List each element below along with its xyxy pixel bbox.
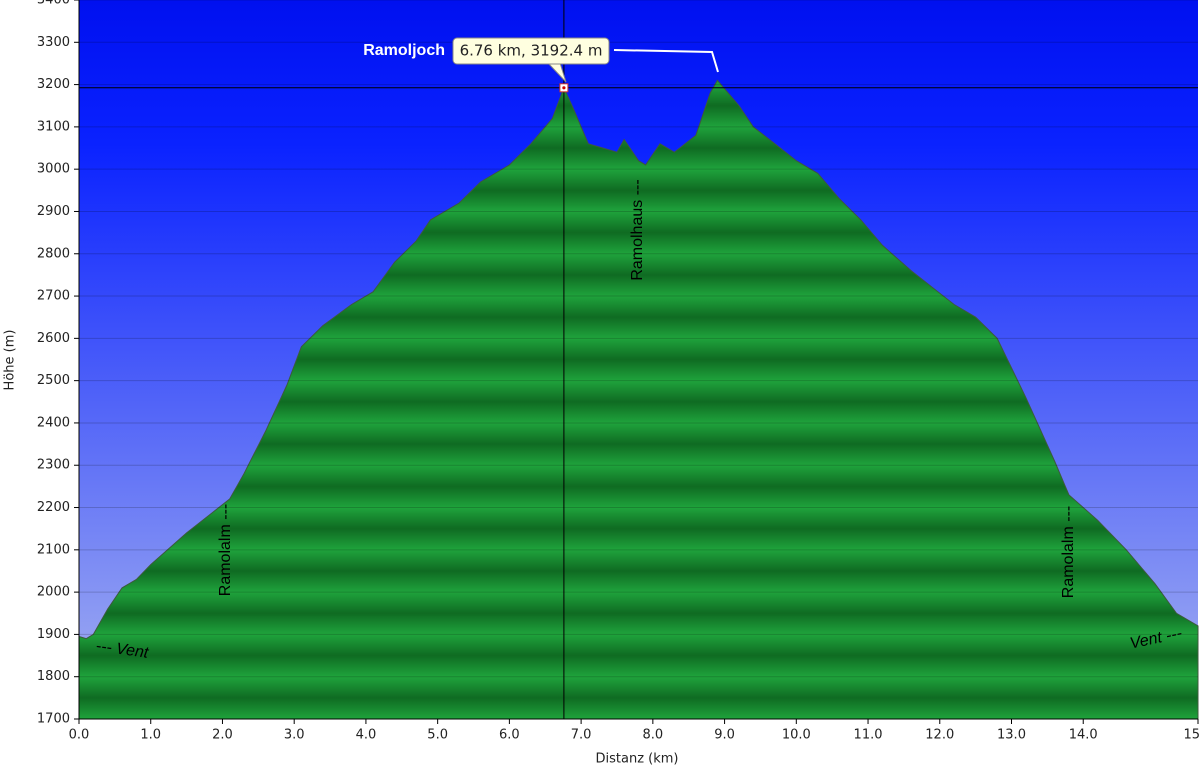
y-tick-label: 3300 <box>37 35 70 50</box>
y-tick-label: 2800 <box>37 246 70 261</box>
y-tick-label: 2500 <box>37 373 70 388</box>
x-tick-label: 14.0 <box>1069 728 1098 743</box>
x-tick-label: 5.0 <box>427 728 448 743</box>
x-axis-label: Distanz (km) <box>596 752 679 767</box>
annotation: Ramolalm --- <box>1060 506 1077 598</box>
y-tick-label: 2100 <box>37 542 70 557</box>
y-tick-label: 3100 <box>37 119 70 134</box>
x-tick-label: 8.0 <box>643 728 664 743</box>
x-tick-label: 9.0 <box>714 728 735 743</box>
x-tick-label: 15.6 <box>1184 728 1200 743</box>
y-tick-label: 2200 <box>37 500 70 515</box>
annotation: Ramolhaus --- <box>629 179 646 280</box>
x-tick-label: 0.0 <box>69 728 90 743</box>
y-tick-label: 3200 <box>37 77 70 92</box>
y-tick-label: 3000 <box>37 162 70 177</box>
y-tick-label: 2900 <box>37 204 70 219</box>
x-tick-label: 4.0 <box>356 728 377 743</box>
cursor-dot <box>562 86 566 90</box>
x-tick-label: 7.0 <box>571 728 592 743</box>
x-tick-label: 11.0 <box>854 728 883 743</box>
y-tick-label: 1900 <box>37 627 70 642</box>
area <box>78 79 1199 720</box>
pointer-line <box>613 49 719 73</box>
x-tick-label: 13.0 <box>997 728 1026 743</box>
y-tick-label: 3400 <box>37 0 70 8</box>
x-tick-label: 2.0 <box>212 728 233 743</box>
y-tick-label: 2400 <box>37 415 70 430</box>
tooltip-text: 6.76 km, 3192.4 m <box>460 42 603 60</box>
y-tick-label: 2600 <box>37 331 70 346</box>
cursor-name: Ramoljoch <box>363 42 445 59</box>
x-tick-label: 1.0 <box>140 728 161 743</box>
x-tick-label: 12.0 <box>925 728 954 743</box>
y-axis-label: Höhe (m) <box>3 330 18 391</box>
annotation: Ramolalm --- <box>217 504 234 596</box>
y-tick-label: 2700 <box>37 289 70 304</box>
y-tick-label: 2000 <box>37 585 70 600</box>
x-tick-label: 6.0 <box>499 728 520 743</box>
y-tick-label: 2300 <box>37 458 70 473</box>
x-tick-label: 10.0 <box>782 728 811 743</box>
y-tick-label: 1700 <box>37 712 70 727</box>
x-tick-label: 3.0 <box>284 728 305 743</box>
y-tick-label: 1800 <box>37 669 70 684</box>
tooltip <box>452 37 610 65</box>
